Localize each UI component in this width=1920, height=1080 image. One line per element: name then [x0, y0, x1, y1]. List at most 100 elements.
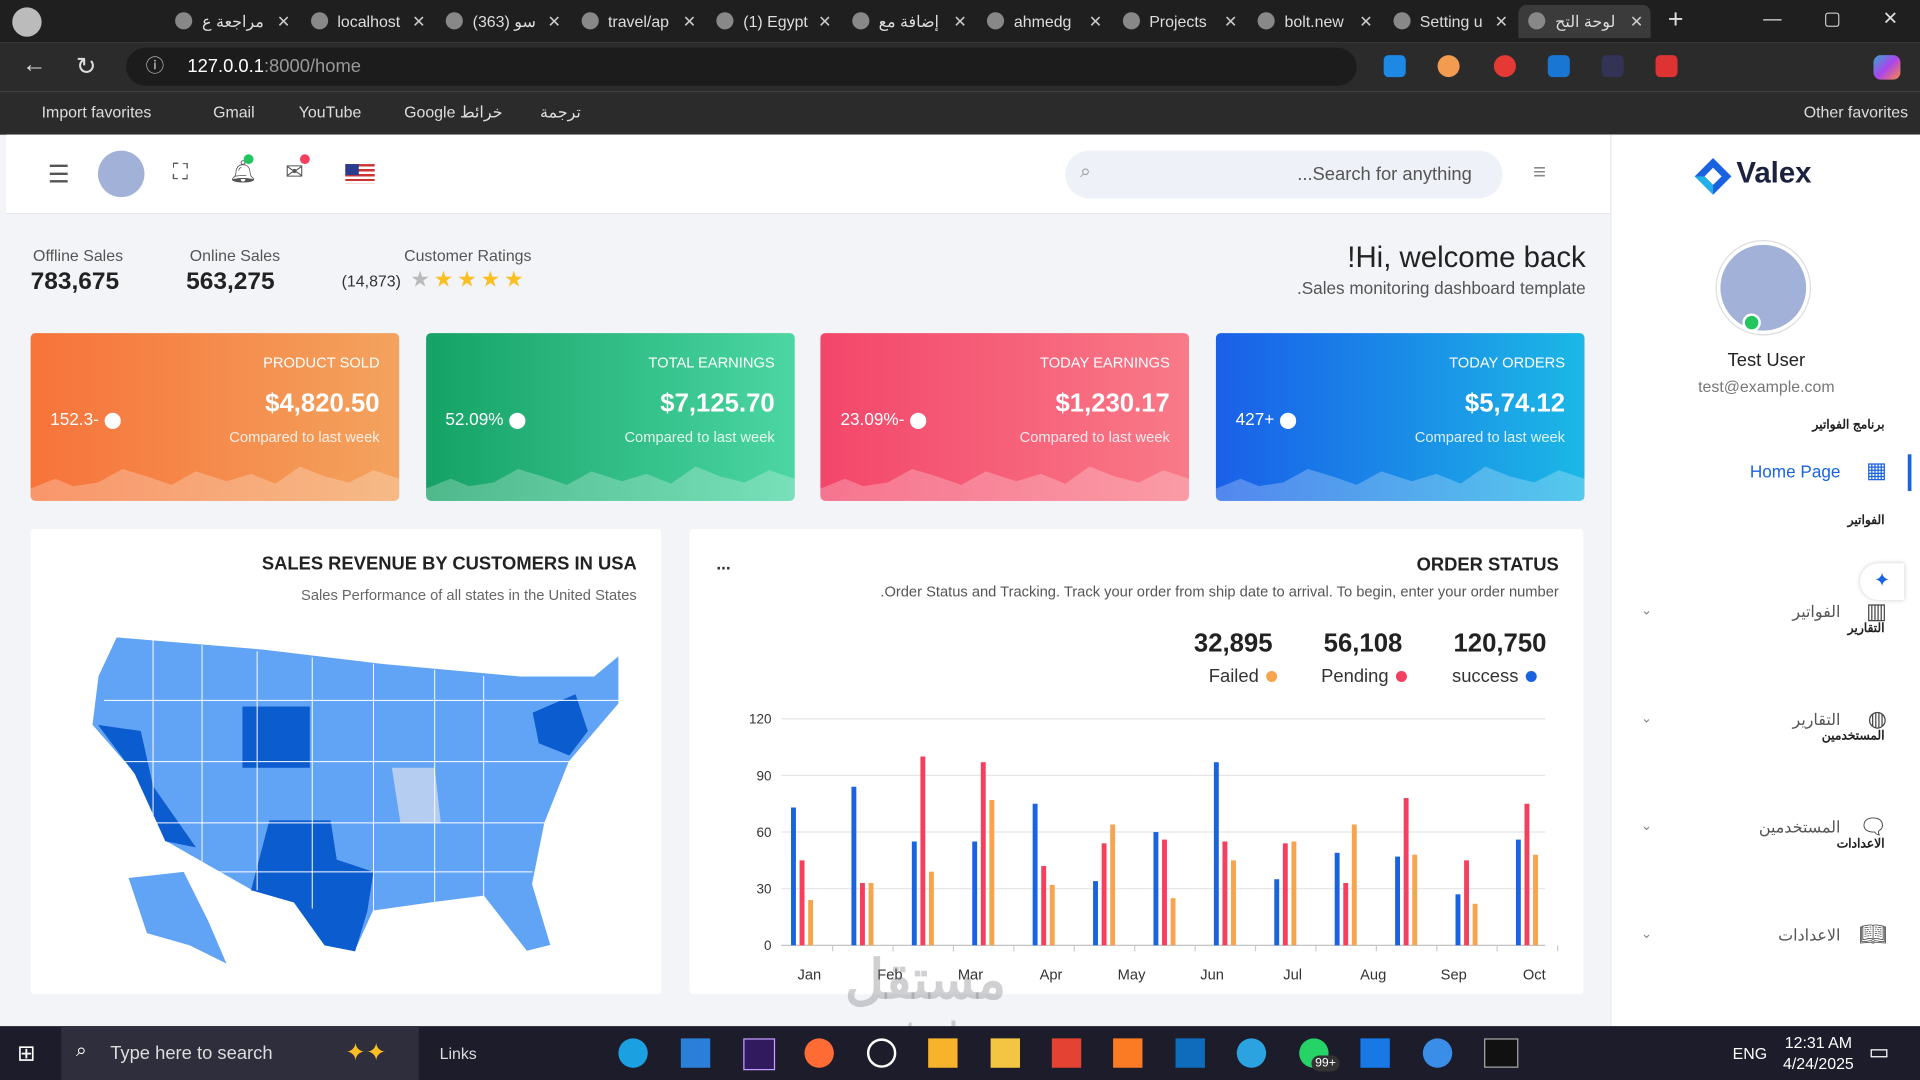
new-tab[interactable]: + — [1667, 3, 1684, 35]
bar — [1524, 803, 1530, 946]
browser-tab[interactable]: لوحة التح ✕ — [1518, 4, 1651, 38]
nav-chevron[interactable]: ⌄ — [1640, 711, 1653, 727]
bookmark[interactable]: Google خرائط — [404, 102, 503, 122]
bookmarks-bar: Import favorites Gmail YouTube Google خر… — [0, 91, 1920, 135]
tab-close[interactable]: ✕ — [1224, 12, 1238, 31]
back-button[interactable]: ← — [22, 51, 47, 79]
settings-toggle[interactable]: ✦ — [1860, 563, 1905, 601]
nav-item[interactable]: المستخدمين — [1758, 817, 1841, 837]
card-note: Compared to last week — [1414, 428, 1566, 446]
legend-label: Pending — [1321, 666, 1389, 687]
nav-icon: 📖︎ — [1858, 922, 1887, 947]
nav-chevron[interactable]: ⌄ — [1640, 603, 1653, 619]
x-tick-label: Aug — [1360, 968, 1386, 984]
nav-chevron[interactable]: ⌄ — [1640, 926, 1653, 942]
welcome-subtitle: .Sales monitoring dashboard template — [1296, 277, 1586, 298]
window-controls[interactable]: — ▢ ✕ — [1763, 8, 1899, 30]
nav-item[interactable]: Home Page — [1749, 461, 1841, 482]
fullscreen-icon[interactable]: ⛶ — [172, 159, 189, 184]
y-tick-label: 60 — [756, 825, 771, 840]
bar — [911, 841, 917, 946]
tab-close[interactable]: ✕ — [1629, 12, 1644, 31]
taskbar: ⊞ ⌕ Type here to search ✦✦ Links 99+ ENG… — [0, 1026, 1920, 1080]
browser-tab[interactable]: (363) سو ✕ — [436, 5, 568, 38]
bar — [920, 756, 926, 946]
bar — [1162, 839, 1167, 946]
browser-tab[interactable]: bolt.new ✕ — [1248, 5, 1380, 38]
start-button[interactable]: ⊞ — [17, 1040, 36, 1066]
card-title: TOTAL EARNINGS — [648, 353, 775, 372]
bar — [1464, 860, 1469, 946]
profile-icon[interactable] — [12, 7, 42, 37]
nav-item[interactable]: الفواتير — [1792, 602, 1841, 621]
flag[interactable] — [345, 164, 375, 184]
menu-icon[interactable]: ☰ — [47, 161, 70, 189]
section-heading: الاعدادات — [1836, 837, 1885, 852]
reload-button[interactable]: ↻ — [75, 53, 97, 81]
nav-icon: 🗨︎ — [1858, 814, 1887, 839]
card-note: Compared to last week — [1019, 428, 1170, 446]
avatar[interactable] — [97, 150, 145, 198]
x-tick-label: Mar — [958, 968, 983, 984]
nav-icon: ▥ — [1866, 598, 1887, 624]
nav-chevron[interactable]: ⌄ — [1640, 819, 1653, 834]
bar — [1041, 866, 1047, 946]
tab-favicon — [1257, 12, 1275, 30]
tab-close[interactable]: ✕ — [1359, 12, 1373, 31]
bookmark[interactable]: Import favorites — [41, 102, 152, 122]
search-placeholder: ...Search for anything — [1297, 164, 1472, 185]
tab-close[interactable]: ✕ — [953, 12, 967, 31]
x-tick-label: Jun — [1200, 968, 1224, 984]
change-value: 427+ — [1235, 408, 1275, 429]
brand-logo — [1694, 157, 1732, 195]
browser-tab[interactable]: (1) Egypt ✕ — [707, 5, 839, 38]
panel-menu[interactable]: ... — [716, 553, 731, 574]
panel-subtitle: Sales Performance of all states in the U… — [301, 586, 637, 604]
nav-item[interactable]: الاعدادات — [1778, 925, 1841, 945]
browser-tab[interactable]: مراجعة ع ✕ — [165, 5, 297, 38]
sparkline — [1216, 466, 1585, 501]
search-box[interactable]: ⌕ ...Search for anything — [1065, 150, 1503, 199]
bookmark[interactable]: YouTube — [298, 102, 362, 122]
stat-value: 56,108 — [1323, 629, 1403, 658]
bookmark[interactable]: Gmail — [213, 102, 255, 122]
change-icon: ⬤ — [508, 410, 527, 429]
url-box[interactable]: ⓘ 127.0.0.1:8000/home — [126, 47, 1357, 86]
x-tick-label: Feb — [877, 968, 902, 984]
language[interactable]: ENG — [1732, 1044, 1768, 1063]
tab-close[interactable]: ✕ — [547, 12, 561, 31]
tab-close[interactable]: ✕ — [412, 12, 426, 31]
tab-close[interactable]: ✕ — [1494, 12, 1508, 31]
browser-tab[interactable]: Setting u ✕ — [1383, 5, 1515, 38]
tab-close[interactable]: ✕ — [818, 12, 832, 31]
bar — [972, 841, 978, 946]
bookmark[interactable]: ترجمة — [540, 102, 581, 122]
card-title: TODAY EARNINGS — [1040, 353, 1170, 372]
browser-tab[interactable]: Projects ✕ — [1112, 5, 1244, 38]
browser-tab[interactable]: localhost ✕ — [301, 5, 433, 38]
links-toolbar[interactable]: Links — [439, 1044, 477, 1063]
bar — [1274, 879, 1280, 946]
tab-close[interactable]: ✕ — [682, 12, 697, 31]
options-icon[interactable]: ≡ — [1533, 159, 1546, 184]
mail-icon[interactable]: ✉ — [285, 154, 310, 185]
browser-tab[interactable]: travel/ap ✕ — [571, 5, 703, 38]
offline-label: Offline Sales — [33, 246, 124, 265]
bar — [1412, 854, 1418, 946]
bookmark[interactable]: Other favorites — [1803, 102, 1909, 122]
online-label: Online Sales — [189, 246, 281, 265]
nav-item[interactable]: التقارير — [1792, 710, 1841, 729]
date[interactable]: 4/24/2025 — [1782, 1054, 1854, 1073]
stat-card: TODAY EARNINGS $1,230.17 Compared to last … — [820, 333, 1190, 501]
taskbar-search[interactable]: ⌕ Type here to search ✦✦ — [61, 1026, 419, 1080]
panel-title: SALES REVENUE BY CUSTOMERS IN USA — [261, 553, 637, 575]
browser-tab[interactable]: إضافة مع ✕ — [842, 5, 974, 38]
notifications-icon[interactable]: ▭ — [1868, 1039, 1890, 1065]
bell-icon[interactable]: 🔔︎ — [229, 154, 257, 185]
tab-close[interactable]: ✕ — [1088, 12, 1103, 31]
time[interactable]: 12:31 AM — [1784, 1033, 1853, 1052]
browser-tab[interactable]: ahmedg ✕ — [977, 5, 1109, 38]
bar — [1282, 843, 1288, 946]
tab-close[interactable]: ✕ — [276, 12, 291, 31]
url-host: 127.0.0.1 — [187, 56, 264, 78]
